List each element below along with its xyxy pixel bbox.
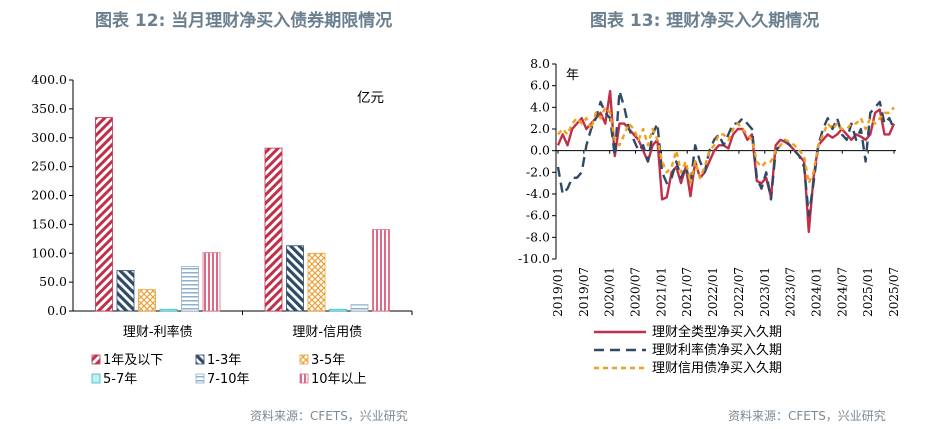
line-y-tick-label: -6.0 bbox=[526, 208, 550, 223]
bar-y-tick-label: 350.0 bbox=[31, 101, 67, 116]
right-source-note: 资料来源：CFETS，兴业研究 bbox=[728, 409, 886, 423]
line-x-tick-label: 2023/01 bbox=[758, 267, 772, 317]
line-series bbox=[556, 89, 896, 217]
line-y-tick-label: 6.0 bbox=[530, 78, 550, 93]
bar-legend-swatch bbox=[195, 373, 205, 384]
bar-y-tick-label: 400.0 bbox=[31, 72, 67, 87]
bar-legend-swatch bbox=[91, 373, 101, 384]
bar-mark bbox=[95, 117, 113, 312]
line-x-tick-label: 2019/01 bbox=[551, 267, 565, 317]
line-y-tick-label: 0.0 bbox=[530, 143, 550, 158]
bar-legend-swatch bbox=[195, 354, 205, 365]
bar-legend-label: 3-5年 bbox=[311, 353, 345, 368]
line-x-tick-label: 2024/07 bbox=[835, 267, 849, 317]
bar-y-tick-label: 0.0 bbox=[47, 303, 67, 318]
line-x-tick-label: 2022/01 bbox=[706, 267, 720, 317]
bar-y-tick-label: 150.0 bbox=[31, 216, 67, 231]
line-chart: 8.0 6.0 4.0 2.0 0.0 -2.0 -4.0 -6.0 -8.0 -10.0 年 201… bbox=[518, 56, 901, 376]
line-legend-label: 理财利率债净买入久期 bbox=[652, 342, 782, 358]
bar-mark bbox=[350, 304, 369, 312]
line-x-tick-label: 2025/01 bbox=[861, 267, 875, 317]
bar-y-tick-label: 250.0 bbox=[31, 159, 67, 174]
line-x-tick-label: 2023/07 bbox=[784, 267, 798, 317]
line-x-tick-label: 2024/01 bbox=[809, 267, 823, 317]
bar-category-label: 理财-信用债 bbox=[292, 325, 362, 340]
right-chart-title: 图表 13: 理财净买入久期情况 bbox=[590, 11, 820, 31]
line-x-tick-label: 2020/01 bbox=[603, 267, 617, 317]
bar-mark bbox=[307, 252, 326, 312]
line-y-tick-label: 4.0 bbox=[530, 99, 550, 114]
line-x-tick-label: 2020/07 bbox=[629, 267, 643, 317]
left-chart-title: 图表 12: 当月理财净买入债券期限情况 bbox=[95, 11, 393, 31]
bar-unit-label: 亿元 bbox=[357, 90, 384, 106]
bar-mark bbox=[159, 308, 178, 312]
line-legend-label: 理财信用债净买入久期 bbox=[652, 361, 782, 376]
line-y-tick-label: -4.0 bbox=[526, 186, 550, 201]
line-x-tick-label: 2019/07 bbox=[577, 267, 591, 317]
bar-legend-label: 5-7年 bbox=[103, 372, 137, 387]
line-x-tick-label: 2025/07 bbox=[887, 267, 901, 317]
bar-y-tick-label: 50.0 bbox=[39, 274, 67, 289]
bar-y-tick-label: 300.0 bbox=[31, 130, 67, 145]
bar-mark bbox=[264, 147, 283, 312]
bar-legend-label: 1-3年 bbox=[207, 353, 241, 368]
line-x-tick-label: 2022/07 bbox=[732, 267, 746, 317]
bar-mark bbox=[329, 308, 347, 312]
line-y-tick-label: -8.0 bbox=[526, 229, 550, 244]
left-source-note: 资料来源：CFETS，兴业研究 bbox=[250, 409, 408, 423]
line-y-tick-label: -10.0 bbox=[518, 251, 550, 266]
bar-mark bbox=[372, 229, 390, 312]
bar-mark bbox=[286, 245, 304, 312]
line-legend-label: 理财全类型净买入久期 bbox=[652, 324, 782, 340]
line-y-unit-label: 年 bbox=[566, 68, 579, 83]
bar-legend-label: 7-10年 bbox=[207, 372, 250, 387]
bar-legend-label: 1年及以下 bbox=[103, 353, 163, 368]
line-y-tick-label: -2.0 bbox=[526, 164, 550, 179]
line-y-tick-label: 8.0 bbox=[530, 56, 550, 71]
bar-legend-label: 10年以上 bbox=[311, 372, 367, 387]
line-series bbox=[557, 106, 895, 185]
bar-y-tick-label: 100.0 bbox=[31, 245, 67, 260]
line-y-tick-label: 2.0 bbox=[530, 121, 550, 136]
bar-legend-swatch bbox=[91, 354, 101, 365]
line-x-tick-label: 2021/07 bbox=[680, 267, 694, 317]
bar-category-label: 理财-利率债 bbox=[123, 324, 193, 340]
bar-chart: 400.0 350.0 300.0 250.0 200.0 150.0 100.0 50.0 0… bbox=[31, 72, 413, 387]
bar-mark bbox=[181, 266, 199, 312]
bar-legend-swatch bbox=[299, 373, 309, 384]
bar-legend-swatch bbox=[299, 354, 309, 365]
bar-mark bbox=[202, 252, 221, 312]
bar-mark bbox=[138, 289, 156, 312]
bar-y-tick-label: 200.0 bbox=[31, 188, 67, 203]
bar-mark bbox=[116, 270, 135, 312]
line-x-tick-label: 2021/01 bbox=[654, 267, 668, 317]
